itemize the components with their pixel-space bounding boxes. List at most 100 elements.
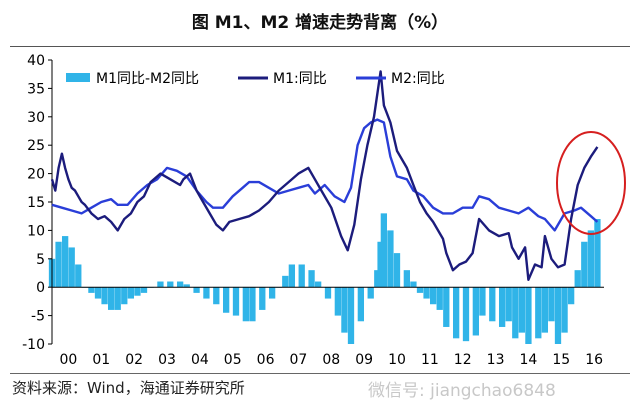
bar	[282, 275, 289, 288]
line-m2	[51, 118, 599, 232]
x-tick-label: 03	[158, 352, 176, 368]
y-tick-label: -5	[31, 309, 45, 325]
title-divider	[10, 46, 630, 47]
bar	[314, 281, 322, 288]
x-tick-label: 00	[60, 352, 78, 368]
bar	[403, 270, 411, 288]
x-tick-label: 07	[290, 352, 308, 368]
x-tick-label: 01	[92, 352, 110, 368]
bar	[574, 270, 581, 288]
bar	[554, 287, 562, 344]
bar	[561, 287, 568, 333]
bar	[347, 287, 355, 344]
x-tick-label: 08	[322, 352, 340, 368]
bar-series-diff	[48, 213, 601, 344]
highlight-circle	[556, 131, 626, 235]
bar	[167, 281, 174, 288]
bar	[157, 281, 164, 288]
bar	[55, 241, 62, 288]
bar	[472, 287, 480, 336]
bar	[183, 284, 190, 288]
line-series	[50, 70, 599, 281]
bar	[88, 287, 95, 293]
x-tick-label: 09	[355, 352, 373, 368]
bar	[512, 287, 519, 339]
bar	[489, 287, 496, 322]
x-tick-label: 16	[585, 352, 603, 368]
bar	[374, 270, 381, 288]
bar	[75, 264, 82, 288]
bar	[357, 287, 365, 322]
bar	[505, 287, 512, 322]
y-tick-label: 35	[27, 81, 45, 97]
bar	[548, 287, 555, 322]
bar	[429, 287, 437, 305]
bar	[436, 287, 443, 310]
bar	[587, 230, 595, 288]
bar	[249, 287, 256, 322]
bar	[101, 287, 108, 305]
bar	[94, 287, 102, 299]
bar	[134, 287, 141, 296]
bar	[68, 247, 75, 288]
bar	[380, 213, 388, 288]
x-tick-label: 05	[224, 352, 242, 368]
bar	[479, 287, 486, 316]
x-tick-label: 11	[421, 352, 439, 368]
bar	[393, 253, 401, 288]
bar	[462, 287, 470, 342]
bar	[416, 287, 424, 293]
x-tick-label: 02	[125, 352, 143, 368]
bar	[259, 287, 266, 310]
bar	[498, 287, 506, 327]
chart-title: 图 M1、M2 增速走势背离（%）	[191, 13, 449, 33]
bar	[594, 219, 601, 288]
bar	[581, 241, 588, 288]
bar	[423, 287, 430, 299]
bar	[288, 264, 296, 288]
bar	[213, 287, 220, 305]
x-tick-label: 15	[552, 352, 570, 368]
bar	[176, 281, 184, 288]
bar	[324, 287, 332, 299]
bar	[193, 287, 200, 293]
bar	[222, 287, 230, 313]
x-tick-label: 06	[257, 352, 275, 368]
bar	[61, 236, 69, 288]
bar	[443, 287, 450, 327]
legend-label: M2:同比	[391, 71, 445, 87]
x-tick-label: 14	[520, 352, 538, 368]
legend-label: M1同比-M2同比	[96, 71, 199, 87]
y-tick-label: -10	[22, 337, 45, 353]
x-tick-label: 04	[191, 352, 209, 368]
bar	[203, 287, 210, 299]
bar	[387, 230, 394, 288]
bar	[341, 287, 348, 333]
bar	[452, 287, 460, 339]
bar	[541, 287, 549, 333]
bar	[525, 287, 532, 344]
y-tick-label: 10	[27, 223, 45, 239]
line-m1	[50, 70, 599, 281]
bar	[308, 270, 315, 288]
watermark: 微信号: jiangchao6848	[368, 381, 556, 401]
bar	[268, 287, 276, 299]
bar	[242, 287, 250, 322]
footer-divider	[10, 373, 630, 374]
bar	[298, 264, 305, 288]
bar	[107, 287, 115, 310]
y-tick-label: 30	[27, 110, 45, 126]
bar	[567, 287, 575, 305]
x-tick-label: 10	[388, 352, 406, 368]
bar	[121, 287, 128, 305]
bar	[518, 287, 526, 333]
bar	[232, 287, 240, 316]
x-tick-label: 13	[487, 352, 505, 368]
x-tick-label: 12	[454, 352, 472, 368]
y-tick-label: 5	[36, 252, 45, 268]
bar	[140, 287, 148, 293]
bar	[114, 287, 121, 310]
source-note: 资料来源：Wind，海通证券研究所	[12, 379, 245, 397]
